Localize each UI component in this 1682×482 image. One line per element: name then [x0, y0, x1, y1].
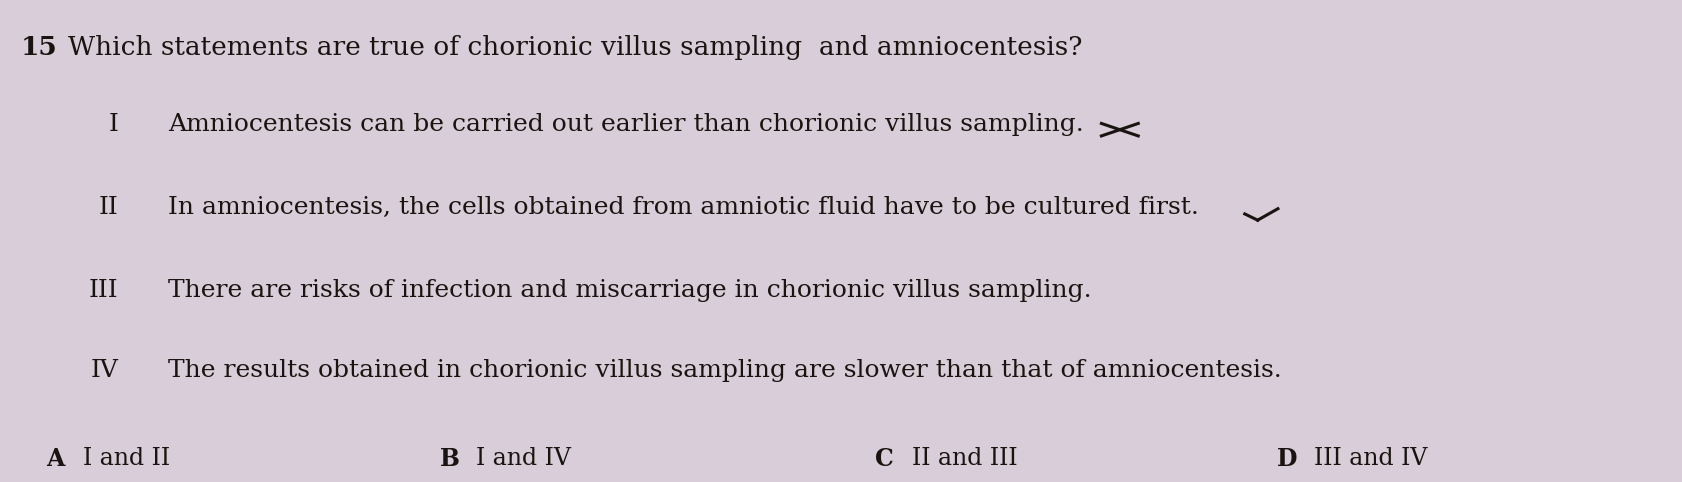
Text: I and IV: I and IV: [476, 447, 570, 470]
Text: Which statements are true of chorionic villus sampling  and amniocentesis?: Which statements are true of chorionic v…: [67, 35, 1082, 60]
Text: D: D: [1277, 447, 1297, 471]
Text: B: B: [439, 447, 459, 471]
Text: The results obtained in chorionic villus sampling are slower than that of amnioc: The results obtained in chorionic villus…: [168, 360, 1282, 382]
Text: A: A: [45, 447, 64, 471]
Text: In amniocentesis, the cells obtained from amniotic fluid have to be cultured fir: In amniocentesis, the cells obtained fro…: [168, 196, 1199, 219]
Text: IV: IV: [91, 360, 118, 382]
Text: Amniocentesis can be carried out earlier than chorionic villus sampling.: Amniocentesis can be carried out earlier…: [168, 113, 1083, 136]
Text: I and II: I and II: [82, 447, 170, 470]
Text: III: III: [89, 279, 118, 302]
Text: II and III: II and III: [912, 447, 1018, 470]
Text: I: I: [108, 113, 118, 136]
Text: III and IV: III and IV: [1314, 447, 1426, 470]
Text: 15: 15: [20, 35, 57, 60]
Text: C: C: [875, 447, 893, 471]
Text: There are risks of infection and miscarriage in chorionic villus sampling.: There are risks of infection and miscarr…: [168, 279, 1092, 302]
Text: II: II: [98, 196, 118, 219]
